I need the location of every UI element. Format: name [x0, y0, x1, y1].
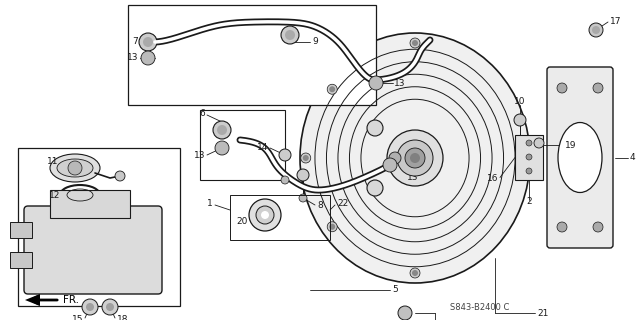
Circle shape — [281, 176, 289, 184]
Circle shape — [398, 306, 412, 320]
Text: 22: 22 — [337, 199, 348, 209]
Circle shape — [405, 148, 425, 168]
FancyBboxPatch shape — [24, 206, 162, 294]
Text: 20: 20 — [237, 217, 248, 226]
Circle shape — [281, 26, 299, 44]
Circle shape — [410, 268, 420, 278]
Circle shape — [526, 154, 532, 160]
Text: 18: 18 — [117, 316, 128, 320]
Circle shape — [285, 30, 295, 40]
Circle shape — [367, 120, 383, 136]
Circle shape — [397, 140, 433, 176]
Circle shape — [557, 222, 567, 232]
Circle shape — [115, 171, 125, 181]
Circle shape — [256, 206, 274, 224]
Bar — [515, 135, 543, 180]
Text: 13: 13 — [394, 78, 406, 87]
Bar — [10, 252, 32, 268]
Circle shape — [279, 149, 291, 161]
Bar — [230, 195, 330, 240]
Text: 15: 15 — [71, 316, 83, 320]
Circle shape — [299, 194, 307, 202]
Bar — [128, 5, 376, 105]
Circle shape — [297, 169, 309, 181]
Text: 13: 13 — [193, 151, 205, 161]
Polygon shape — [25, 294, 40, 306]
Circle shape — [383, 158, 397, 172]
FancyBboxPatch shape — [547, 67, 613, 248]
Circle shape — [593, 83, 603, 93]
Bar — [10, 222, 32, 238]
Text: 5: 5 — [392, 285, 397, 294]
Circle shape — [86, 303, 94, 311]
Circle shape — [217, 125, 227, 135]
Circle shape — [410, 38, 420, 48]
Text: 4: 4 — [630, 153, 635, 162]
Circle shape — [102, 299, 118, 315]
Circle shape — [327, 222, 338, 232]
Text: S843-B2400 C: S843-B2400 C — [450, 303, 509, 313]
Circle shape — [534, 138, 544, 148]
Circle shape — [143, 37, 153, 47]
Circle shape — [557, 83, 567, 93]
Text: 2: 2 — [526, 197, 532, 206]
Circle shape — [106, 303, 114, 311]
Circle shape — [367, 180, 383, 196]
Circle shape — [303, 155, 309, 161]
Text: 8: 8 — [317, 201, 323, 210]
Text: FR.: FR. — [63, 295, 79, 305]
Circle shape — [300, 153, 311, 163]
Circle shape — [141, 51, 155, 65]
Circle shape — [329, 224, 335, 230]
Circle shape — [514, 114, 526, 126]
Text: 13: 13 — [407, 172, 419, 181]
Text: 12: 12 — [48, 190, 60, 199]
Bar — [50, 190, 130, 218]
Circle shape — [82, 299, 98, 315]
Circle shape — [410, 153, 420, 163]
Circle shape — [593, 222, 603, 232]
Ellipse shape — [50, 154, 100, 182]
Circle shape — [369, 76, 383, 90]
Circle shape — [526, 168, 532, 174]
Text: 1: 1 — [207, 199, 213, 209]
Text: 17: 17 — [610, 17, 621, 26]
Text: 13: 13 — [126, 53, 138, 62]
Circle shape — [261, 211, 269, 219]
Text: 21: 21 — [537, 308, 549, 317]
Circle shape — [526, 140, 532, 146]
Text: 11: 11 — [47, 156, 58, 165]
Ellipse shape — [60, 185, 100, 205]
Circle shape — [412, 270, 418, 276]
Circle shape — [327, 84, 338, 94]
Circle shape — [389, 152, 401, 164]
Bar — [18, 148, 180, 306]
Circle shape — [215, 141, 229, 155]
Circle shape — [329, 86, 335, 92]
Ellipse shape — [300, 33, 530, 283]
Text: 9: 9 — [312, 37, 318, 46]
Bar — [200, 110, 285, 180]
Circle shape — [592, 26, 600, 34]
Circle shape — [249, 199, 281, 231]
Circle shape — [387, 130, 443, 186]
Text: 14: 14 — [256, 142, 268, 151]
Circle shape — [213, 121, 231, 139]
Circle shape — [412, 40, 418, 46]
Text: 7: 7 — [132, 37, 138, 46]
Text: 19: 19 — [565, 140, 577, 149]
Ellipse shape — [558, 123, 602, 193]
Text: 6: 6 — [199, 109, 205, 118]
Text: 16: 16 — [487, 174, 498, 183]
Circle shape — [589, 23, 603, 37]
Circle shape — [139, 33, 157, 51]
Text: 10: 10 — [514, 98, 526, 107]
Circle shape — [68, 161, 82, 175]
Ellipse shape — [57, 159, 93, 177]
